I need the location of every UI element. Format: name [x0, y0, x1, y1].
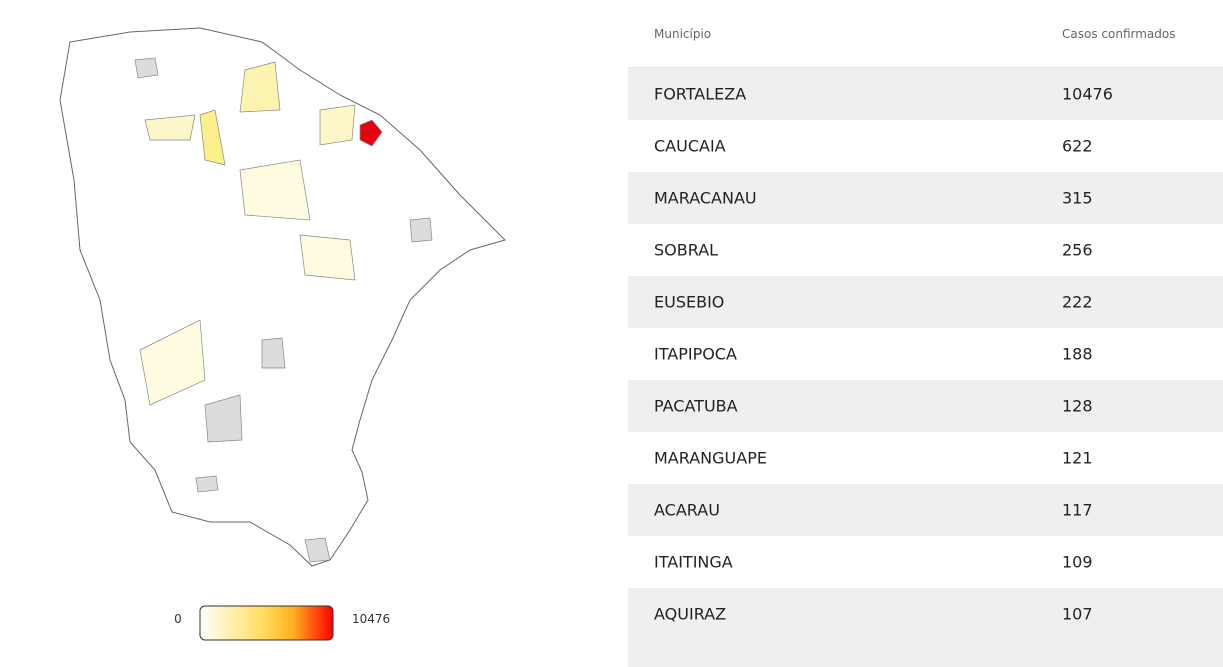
map: 0 10476: [59, 27, 506, 641]
table-row: SOBRAL 256: [628, 224, 1223, 276]
header-cell: Casos confirmados: [1062, 26, 1176, 41]
region: [144, 114, 196, 141]
cases-cell: 128: [1062, 396, 1093, 416]
table-row: PACATUBA 128: [628, 380, 1223, 432]
municipality-cell: ITAITINGA: [654, 552, 733, 572]
region: [319, 104, 356, 146]
table-row: EUSEBIO 222: [628, 276, 1223, 328]
cases-cell: 117: [1062, 500, 1093, 520]
header-cell: Município: [654, 26, 712, 41]
region: [139, 319, 206, 406]
municipality-cell: MARANGUAPE: [654, 448, 767, 468]
municipality-cell: CAUCAIA: [654, 136, 726, 156]
region: [195, 475, 219, 493]
municipalities: [134, 57, 433, 563]
cases-cell: 10476: [1062, 84, 1113, 104]
region: [304, 537, 331, 563]
table-row: MARANGUAPE 121: [628, 432, 1223, 484]
municipality-cell: PACATUBA: [654, 396, 738, 416]
cases-cell: 121: [1062, 448, 1093, 468]
region: [299, 234, 356, 281]
table-row: MARACANAU 315: [628, 172, 1223, 224]
table: Município Casos confirmados FORTALEZA 10476…: [628, 0, 1223, 667]
legend-gradient: [199, 605, 334, 641]
table-row: ITAITINGA 109: [628, 536, 1223, 588]
cases-cell: 256: [1062, 240, 1093, 260]
legend-min: 0: [174, 612, 182, 626]
cases-cell: 222: [1062, 292, 1093, 312]
cases-cell: 109: [1062, 552, 1093, 572]
region: [239, 159, 311, 221]
cases-cell: 188: [1062, 344, 1093, 364]
municipality-cell: ITAPIPOCA: [654, 344, 737, 364]
legend-max: 10476: [352, 612, 390, 626]
region: [239, 61, 281, 113]
cases-cell: 107: [1062, 604, 1093, 624]
municipality-cell: FORTALEZA: [654, 84, 747, 104]
region: [134, 57, 159, 79]
table-row: AQUIRAZ 107: [628, 588, 1223, 640]
region: [261, 337, 286, 369]
municipality-cell: MARACANAU: [654, 188, 757, 208]
table-header: Município Casos confirmados: [628, 0, 1223, 68]
state-outline: [59, 27, 506, 567]
municipality-cell: ACARAU: [654, 500, 720, 520]
table-row: ACARAU 117: [628, 484, 1223, 536]
region: [199, 109, 226, 166]
municipality-cell: AQUIRAZ: [654, 604, 727, 624]
table-row: ITAPIPOCA 188: [628, 328, 1223, 380]
cases-cell: 315: [1062, 188, 1093, 208]
region: [359, 119, 383, 147]
table-row: [628, 640, 1223, 667]
region: [409, 217, 433, 243]
cases-cell: 622: [1062, 136, 1093, 156]
table-row: FORTALEZA 10476: [628, 68, 1223, 120]
municipality-cell: EUSEBIO: [654, 292, 725, 312]
table-row: CAUCAIA 622: [628, 120, 1223, 172]
region: [204, 394, 243, 443]
municipality-cell: SOBRAL: [654, 240, 719, 260]
table-body: FORTALEZA 10476 CAUCAIA 622 MARACANAU 315 SOBR…: [628, 68, 1223, 667]
